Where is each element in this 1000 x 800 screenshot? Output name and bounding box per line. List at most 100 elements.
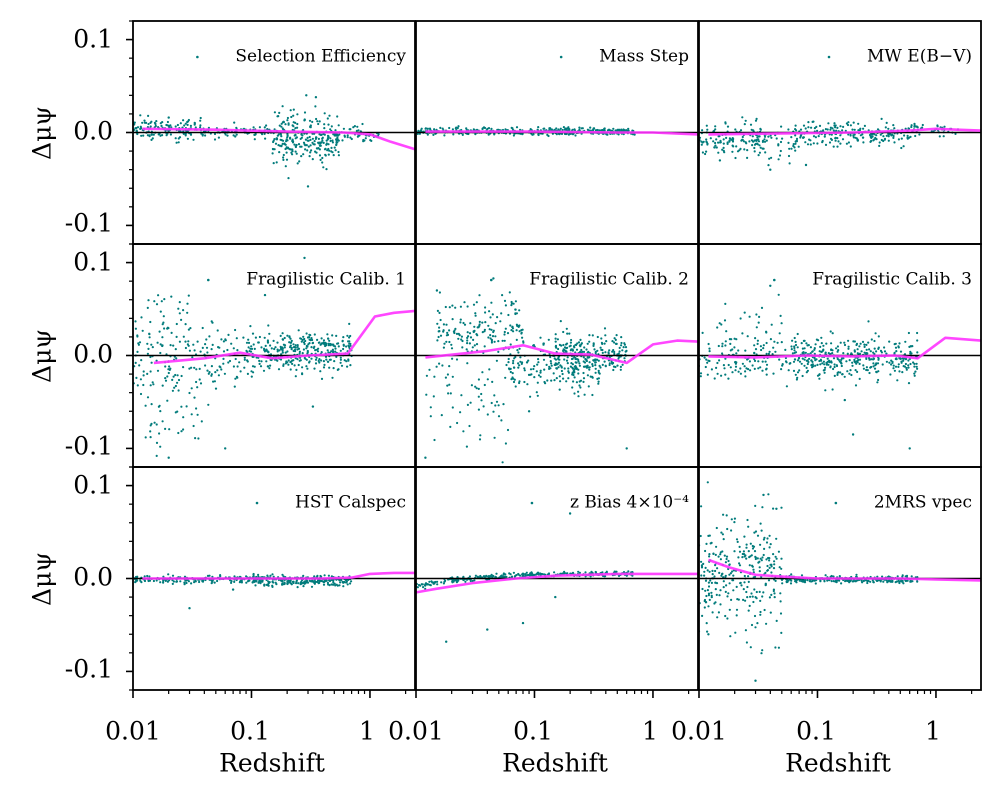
scatter-point [706,373,709,376]
scatter-point [614,338,617,341]
scatter-points [699,284,919,450]
scatter-point [943,125,946,128]
scatter-point [472,330,475,334]
legend: Fragilistic Calib. 3 [772,270,972,290]
scatter-point [279,334,282,337]
scatter-point [565,359,569,362]
scatter-point [861,340,865,343]
scatter-point [741,135,744,139]
scatter-point [280,125,283,128]
scatter-point [787,369,790,372]
scatter-point [907,364,910,367]
scatter-point [753,150,756,153]
scatter-point [738,550,742,553]
scatter-point [264,137,267,140]
scatter-point [731,570,734,573]
scatter-point [348,322,351,325]
scatter-point [504,327,507,330]
scatter-point [573,392,576,395]
scatter-point [322,366,326,369]
scatter-point [149,370,152,373]
scatter-point [325,143,328,146]
scatter-point [318,358,321,361]
scatter-point [704,566,707,570]
scatter-point [177,137,180,140]
scatter-point [761,140,765,143]
x-tick-label: 0.1 [513,717,553,746]
scatter-point [714,601,717,604]
scatter-point [329,342,332,346]
scatter-point [714,128,717,131]
scatter-point [736,150,740,153]
scatter-point [555,346,558,349]
scatter-point [265,583,268,586]
scatter-point [517,362,520,365]
scatter-point [490,301,493,304]
scatter-point [875,350,878,353]
scatter-point [707,342,710,346]
scatter-point [140,359,143,362]
scatter-point [311,120,314,123]
scatter-point [169,344,172,347]
scatter-point [778,154,782,157]
scatter-point [724,340,727,343]
scatter-point [340,364,344,367]
scatter-point [735,585,738,589]
scatter-point [321,156,324,160]
scatter-point [741,556,744,559]
scatter-point [151,381,154,384]
scatter-point [159,581,162,584]
scatter-point [204,134,207,137]
scatter-point [794,128,797,131]
scatter-point [758,590,761,594]
scatter-point [612,368,615,372]
scatter-point [302,574,305,578]
scatter-point [313,367,316,370]
scatter-point [175,141,178,144]
scatter-point [315,348,318,351]
scatter-point [490,328,493,331]
scatter-point [445,323,448,326]
legend-marker [530,501,534,505]
scatter-point [916,580,919,583]
scatter-point [769,168,772,171]
scatter-point [592,344,595,347]
scatter-point [270,347,273,350]
scatter-point [147,122,150,126]
scatter-point [329,137,332,140]
scatter-point [800,362,803,365]
scatter-point [149,320,152,324]
scatter-point [897,363,900,366]
scatter-point [512,134,516,137]
scatter-point [227,361,230,364]
scatter-point [759,599,762,603]
scatter-point [573,128,576,131]
scatter-point [594,361,597,364]
scatter-point [722,149,725,152]
scatter-point [310,346,313,349]
scatter-point [151,346,154,349]
scatter-point [800,580,803,583]
scatter-point [517,366,520,369]
scatter-point [153,421,156,424]
scatter-point [832,145,835,148]
scatter-point [184,346,187,350]
scatter-point [330,150,333,153]
scatter-point [758,570,761,573]
scatter-point [913,362,916,365]
scatter-point [226,348,229,352]
scatter-point [707,592,711,595]
scatter-point [721,533,725,536]
scatter-point [906,579,909,582]
scatter-point [554,333,557,336]
scatter-point [424,127,427,130]
scatter-point [318,361,321,364]
scatter-point [772,372,775,375]
scatter-point [235,126,238,129]
scatter-point [850,373,853,377]
scatter-point [571,372,574,375]
scatter-point [564,343,568,346]
scatter-point [195,407,198,410]
scatter-point [477,395,480,398]
scatter-point [558,375,561,378]
